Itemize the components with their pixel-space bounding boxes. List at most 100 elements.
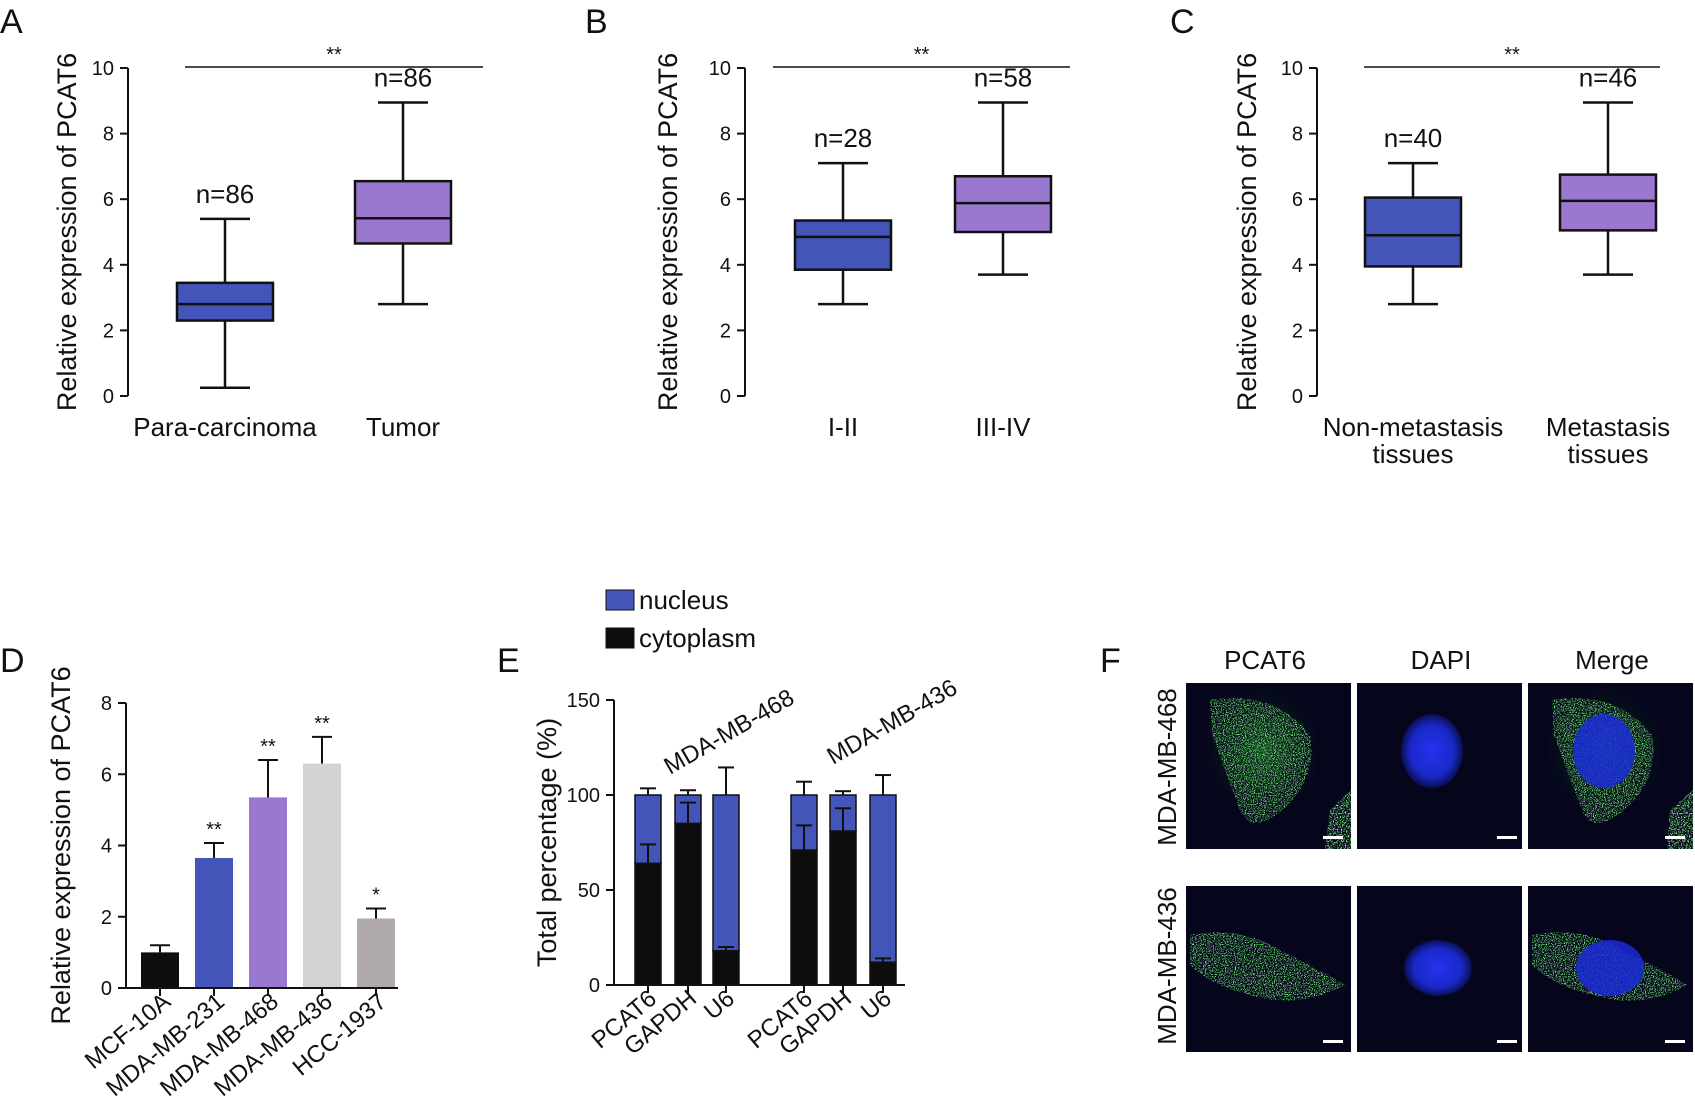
- bar-nucleus: [712, 794, 740, 952]
- scale-bar: [1497, 836, 1517, 839]
- y-tick-label: 4: [101, 836, 112, 858]
- box-plot-a: 0 2 4 6 8 10 Relative expression of PCAT6 n=86 P…: [52, 44, 483, 442]
- y-tick-label: 6: [103, 189, 114, 211]
- y-tick-label: 10: [709, 58, 731, 80]
- x-tick-label: U6: [699, 985, 740, 1025]
- micrograph-468-dapi: [1357, 683, 1522, 849]
- x-tick-label: U6: [856, 985, 897, 1025]
- y-tick-label: 8: [101, 693, 112, 715]
- bar: [141, 952, 179, 988]
- n-label: n=28: [814, 123, 873, 153]
- nucleus-stain: [1404, 940, 1472, 996]
- scale-bar: [1665, 836, 1685, 839]
- y-axis-title: Relative expression of PCAT6: [1232, 53, 1262, 411]
- box-plot-c: 0 2 4 6 8 10 Relative expression of PCAT6 n=40 N…: [1232, 44, 1670, 469]
- nucleus-stain: [1401, 714, 1463, 788]
- micrograph-468-merge: [1528, 682, 1693, 849]
- category-label: Non-metastasis: [1323, 412, 1504, 442]
- bar: [357, 918, 395, 988]
- micrograph-grid-f: PCAT6 DAPI Merge MDA-MB-468 MDA-MB-436: [1152, 645, 1693, 1052]
- y-axis-title: Total percentage (%): [532, 718, 562, 967]
- y-tick-label: 10: [1281, 58, 1303, 80]
- box-iqr: [353, 179, 453, 245]
- y-axis-title: Relative expression of PCAT6: [46, 666, 76, 1024]
- panel-letter-c: C: [1170, 3, 1195, 41]
- box-plot-b: 0 2 4 6 8 10 Relative expression of PCAT6 n=28 I…: [653, 44, 1070, 442]
- bar-cytoplasm: [790, 849, 818, 986]
- row-label-mda-mb-468: MDA-MB-468: [1152, 688, 1182, 845]
- y-tick-label: 0: [103, 386, 114, 408]
- y-tick-label: 0: [589, 975, 600, 997]
- y-tick-label: 8: [720, 124, 731, 146]
- y-tick-label: 50: [578, 880, 600, 902]
- bar: [249, 797, 287, 988]
- bar-cytoplasm: [829, 830, 857, 986]
- significance-marker: *: [372, 885, 380, 907]
- significance-marker: **: [206, 819, 222, 841]
- box-iqr: [1558, 173, 1658, 232]
- column-label-dapi: DAPI: [1411, 645, 1472, 675]
- y-tick-label: 4: [720, 255, 731, 277]
- category-label: III-IV: [976, 412, 1032, 442]
- y-tick-label: 0: [101, 978, 112, 1000]
- bar-nucleus: [634, 794, 662, 865]
- box-iqr: [793, 219, 893, 271]
- y-tick-label: 10: [92, 58, 114, 80]
- y-tick-label: 2: [103, 320, 114, 342]
- legend-label-nucleus: nucleus: [639, 585, 729, 615]
- bar-cytoplasm: [674, 822, 702, 986]
- significance-marker: **: [314, 713, 330, 735]
- y-tick-label: 4: [103, 255, 114, 277]
- category-label: I-II: [828, 412, 858, 442]
- significance-marker: **: [914, 44, 930, 66]
- micrograph-436-dapi: [1357, 886, 1522, 1052]
- bar: [195, 857, 233, 988]
- y-tick-label: 2: [101, 907, 112, 929]
- significance-marker: **: [1504, 44, 1520, 66]
- bar: [303, 763, 341, 988]
- y-tick-label: 100: [567, 785, 600, 807]
- y-tick-label: 150: [567, 690, 600, 712]
- y-tick-label: 4: [1292, 255, 1303, 277]
- y-tick-label: 6: [1292, 189, 1303, 211]
- category-label: Tumor: [366, 412, 440, 442]
- y-tick-label: 8: [1292, 124, 1303, 146]
- n-label: n=86: [196, 179, 255, 209]
- scale-bar: [1497, 1040, 1517, 1043]
- y-tick-label: 0: [1292, 386, 1303, 408]
- box-iqr: [175, 281, 275, 322]
- y-tick-label: 8: [103, 124, 114, 146]
- bar-cytoplasm: [869, 961, 897, 986]
- scale-bar: [1323, 1040, 1343, 1043]
- y-tick-label: 0: [720, 386, 731, 408]
- significance-marker: **: [326, 44, 342, 66]
- panel-letter-b: B: [585, 3, 608, 41]
- panel-letter-d: D: [0, 642, 25, 680]
- y-tick-label: 2: [1292, 320, 1303, 342]
- legend-swatch-cytoplasm: [605, 627, 635, 649]
- y-axis-title: Relative expression of PCAT6: [52, 53, 82, 411]
- box-iqr: [1363, 196, 1463, 268]
- category-label: Para-carcinoma: [133, 412, 317, 442]
- significance-marker: **: [260, 736, 276, 758]
- panel-letter-e: E: [497, 642, 520, 680]
- bar-nucleus: [869, 794, 897, 963]
- y-tick-label: 6: [720, 189, 731, 211]
- scale-bar: [1665, 1040, 1685, 1043]
- group-label: MDA-MB-436: [823, 674, 962, 770]
- micrograph-436-merge: [1528, 886, 1693, 1052]
- scale-bar: [1323, 836, 1343, 839]
- bar-cytoplasm: [634, 862, 662, 986]
- group-label: MDA-MB-468: [660, 684, 799, 780]
- category-label: Metastasis: [1546, 412, 1670, 442]
- panel-letter-a: A: [0, 3, 23, 41]
- row-label-mda-mb-436: MDA-MB-436: [1152, 887, 1182, 1044]
- column-label-merge: Merge: [1575, 645, 1649, 675]
- column-label-pcat6: PCAT6: [1224, 645, 1306, 675]
- category-label: tissues: [1373, 439, 1454, 469]
- legend-swatch-nucleus: [605, 589, 635, 611]
- bar-cytoplasm: [712, 950, 740, 986]
